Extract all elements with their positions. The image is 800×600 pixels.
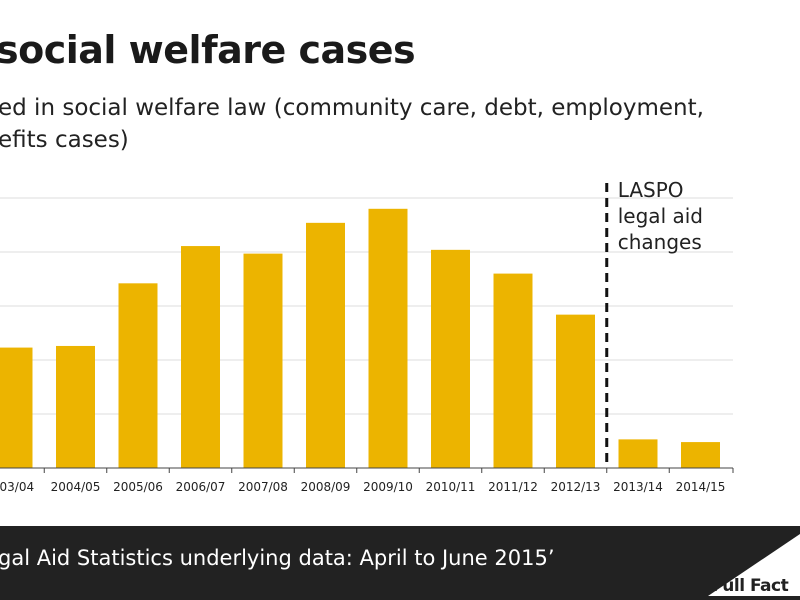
x-tick-label: 2011/12 (488, 480, 538, 494)
bar-2014/15 (681, 442, 720, 468)
x-tick-label: 2006/07 (176, 480, 226, 494)
laspo-annotation-line-1: LASPO (618, 178, 684, 202)
full-fact-logo (708, 534, 800, 596)
laspo-annotation-line-3: changes (618, 230, 702, 254)
bar-2008/09 (306, 222, 345, 468)
x-tick-label: 2005/06 (113, 480, 163, 494)
bar-2009/10 (368, 208, 408, 469)
subtitle-line-2: efits cases) (0, 127, 129, 153)
bar-2003/04 (0, 347, 33, 468)
logo-text: Full Fact (712, 576, 789, 596)
subtitle-line-1: ed in social welfare law (community care… (0, 95, 704, 121)
bar-2013/14 (618, 439, 658, 468)
source-note: gal Aid Statistics underlying data: Apri… (0, 546, 555, 570)
bar-2007/08 (243, 253, 283, 468)
chart-title: social welfare cases (0, 28, 416, 72)
x-tick-label: 2009/10 (363, 480, 413, 494)
bar-2010/11 (431, 249, 470, 468)
footer-bar: gal Aid Statistics underlying data: Apri… (0, 526, 800, 600)
laspo-annotation-line-2: legal aid (618, 204, 703, 228)
bar-2006/07 (181, 246, 220, 468)
x-tick-label: 2008/09 (301, 480, 351, 494)
x-tick-label: 2004/05 (51, 480, 101, 494)
x-tick-label: 2013/14 (613, 480, 663, 494)
x-tick-label: 2014/15 (676, 480, 726, 494)
bar-2011/12 (493, 273, 533, 468)
x-tick-label: 2012/13 (551, 480, 601, 494)
bar-2012/13 (556, 314, 595, 468)
x-tick-label: 2010/11 (426, 480, 476, 494)
x-tick-label: 2007/08 (238, 480, 288, 494)
x-tick-label: 003/04 (0, 480, 34, 494)
chart-subtitle: ed in social welfare law (community care… (0, 92, 758, 156)
bar-2005/06 (118, 283, 158, 468)
bar-2004/05 (56, 345, 95, 468)
bar-chart: 003/04 2004/05 2005/06 2006/07 2007/08 2008/0… (0, 178, 734, 494)
